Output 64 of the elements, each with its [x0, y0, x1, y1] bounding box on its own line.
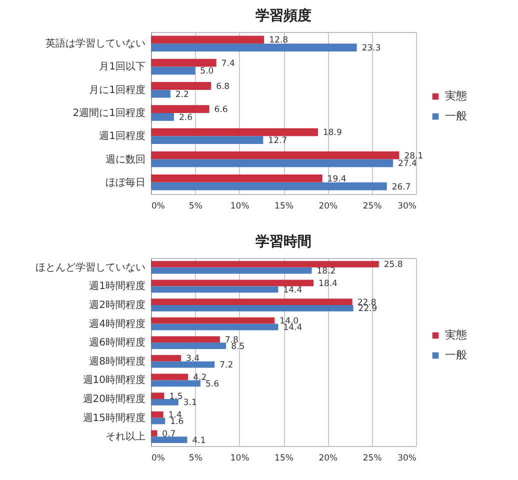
- data-label: 18.4: [318, 279, 338, 290]
- y-tick-label: 月に1回程度: [89, 84, 146, 96]
- data-label: 8.5: [231, 342, 245, 352]
- y-tick-label: 週10時間程度: [82, 374, 146, 386]
- data-label: 25.8: [384, 260, 403, 270]
- x-tick-label: 5%: [188, 454, 202, 464]
- x-tick-label: 0%: [152, 202, 165, 212]
- legend-label: 実態: [445, 328, 467, 342]
- y-tick-label: 週2時間程度: [89, 299, 146, 311]
- x-tick-label: 10%: [230, 202, 250, 212]
- y-tick-label: 2週間に1回程度: [72, 107, 146, 119]
- data-label: 5.6: [205, 379, 219, 390]
- legend-label: 実態: [445, 90, 467, 102]
- data-label: 27.4: [398, 159, 417, 170]
- x-tick-label: 20%: [318, 454, 338, 464]
- data-label: 7.4: [221, 58, 235, 69]
- data-label: 4.1: [192, 436, 206, 446]
- legend-label: 一般: [445, 110, 467, 122]
- y-tick-label: それ以上: [106, 430, 146, 443]
- y-tick-label: 週6時間程度: [89, 336, 146, 349]
- y-tick-label: 週15時間程度: [82, 412, 146, 424]
- x-tick-label: 15%: [274, 202, 294, 212]
- y-tick-label: 週8時間程度: [89, 355, 146, 368]
- y-tick-label: 英語は学習していない: [46, 38, 146, 50]
- y-tick-label: 月1回以下: [99, 60, 146, 73]
- data-label: 2.6: [178, 112, 192, 123]
- data-label: 5.0: [200, 66, 214, 77]
- data-label: 22.9: [358, 304, 378, 314]
- x-tick-label: 10%: [230, 454, 250, 464]
- data-label: 12.7: [268, 136, 288, 146]
- y-tick-label: 週20時間程度: [82, 393, 146, 405]
- data-label: 19.4: [327, 174, 346, 184]
- legend-label: 一般: [445, 348, 467, 362]
- data-label: 3.1: [183, 398, 197, 408]
- x-tick-label: 5%: [188, 202, 202, 212]
- y-tick-label: ほとんど学習していない: [36, 261, 146, 274]
- data-label: 1.6: [170, 416, 184, 427]
- x-tick-label: 30%: [398, 202, 416, 212]
- y-tick-label: 週1時間程度: [89, 280, 146, 292]
- data-label: 23.3: [362, 44, 381, 54]
- data-label: 18.9: [322, 128, 342, 138]
- data-label: 12.8: [269, 36, 288, 46]
- data-label: 6.8: [216, 82, 230, 92]
- data-label: 14.4: [283, 285, 302, 296]
- y-tick-label: 週に数回: [106, 154, 146, 166]
- x-tick-label: 15%: [274, 454, 294, 464]
- x-tick-label: 25%: [362, 454, 382, 464]
- data-label: 18.2: [316, 266, 336, 277]
- data-label: 3.4: [186, 354, 200, 364]
- data-label: 6.6: [214, 105, 228, 116]
- y-tick-label: 週4時間程度: [89, 318, 146, 330]
- x-tick-label: 25%: [362, 202, 382, 212]
- data-label: 26.7: [392, 182, 411, 192]
- data-label: 14.4: [283, 322, 302, 333]
- y-tick-label: 週1回程度: [99, 130, 146, 142]
- chart-title: 学習時間: [256, 234, 312, 250]
- data-label: 2.2: [175, 90, 189, 100]
- data-label: 4.2: [193, 373, 207, 384]
- y-tick-label: ほぼ毎日: [106, 176, 146, 188]
- x-tick-label: 20%: [318, 202, 338, 212]
- x-tick-label: 30%: [398, 454, 416, 464]
- data-label: 7.2: [220, 360, 234, 371]
- x-tick-label: 0%: [152, 454, 165, 464]
- chart-title: 学習頻度: [256, 7, 312, 24]
